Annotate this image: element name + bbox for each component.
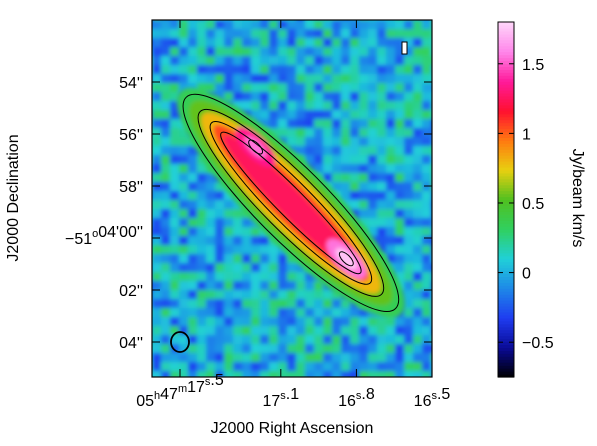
y-tick-label: 02'' bbox=[119, 283, 143, 300]
x-tick-label: 16s.5 bbox=[414, 386, 451, 410]
x-tick-label: 05h47m17s.5 bbox=[136, 372, 224, 410]
x-tick-label: 16s.8 bbox=[338, 386, 375, 410]
y-tick-label: 56'' bbox=[119, 127, 143, 144]
colorbar-tick-label: −0.5 bbox=[522, 335, 554, 352]
colorbar-tick-label: 1 bbox=[522, 126, 531, 143]
colorbar-label: Jy/beam km/s bbox=[569, 149, 586, 248]
y-tick-label: 58'' bbox=[119, 179, 143, 196]
x-tick-label: 17s.1 bbox=[262, 386, 299, 410]
contour-line bbox=[248, 139, 264, 155]
contour-line bbox=[220, 131, 362, 275]
y-tick-label: 54'' bbox=[119, 75, 143, 92]
colorbar: 1.5 1 0.5 0 −0.5 Jy/beam km/s bbox=[497, 21, 586, 378]
beam-ellipse bbox=[170, 331, 190, 353]
y-axis-label: J2000 Declination bbox=[5, 134, 22, 261]
colorbar-tick-label: 0.5 bbox=[522, 196, 544, 213]
contour-line bbox=[197, 108, 385, 297]
plot-frame bbox=[151, 19, 433, 378]
colorbar-tick-label: 1.5 bbox=[522, 57, 544, 74]
scale-bar-marker bbox=[401, 41, 408, 55]
contour-line bbox=[338, 251, 354, 267]
map-image bbox=[152, 20, 432, 377]
colorbar-tick-label: 0 bbox=[522, 266, 531, 283]
y-tick-label: −51o04'00'' bbox=[65, 224, 143, 248]
y-tick-labels: 54'' 56'' 58'' −51o04'00'' 02'' 04'' bbox=[65, 75, 143, 352]
x-axis-label: J2000 Right Ascension bbox=[211, 420, 374, 437]
y-ticks bbox=[152, 81, 432, 343]
contour-line bbox=[182, 93, 400, 313]
x-ticks bbox=[179, 20, 433, 377]
x-tick-labels: 05h47m17s.5 17s.1 16s.8 16s.5 bbox=[136, 372, 450, 410]
y-tick-label: 04'' bbox=[119, 335, 143, 352]
contour-line bbox=[209, 121, 373, 285]
colorbar-frame bbox=[497, 21, 515, 378]
contour-lines bbox=[182, 93, 400, 313]
